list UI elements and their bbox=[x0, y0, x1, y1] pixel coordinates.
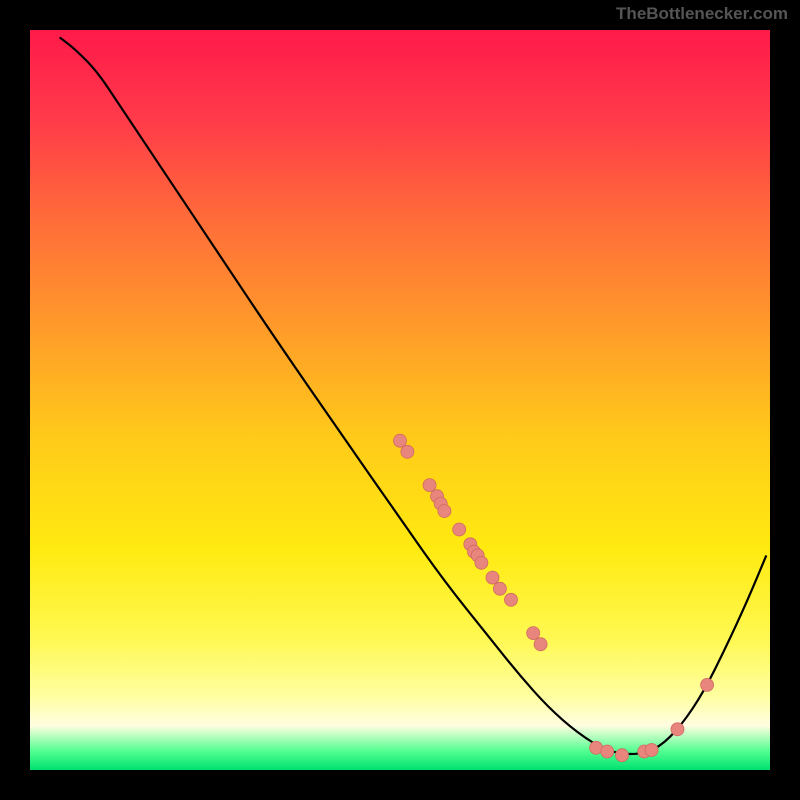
data-marker bbox=[616, 749, 629, 762]
data-marker bbox=[475, 556, 488, 569]
data-marker bbox=[493, 582, 506, 595]
data-marker bbox=[423, 479, 436, 492]
data-marker bbox=[534, 638, 547, 651]
data-marker bbox=[701, 678, 714, 691]
chart-overlay bbox=[30, 30, 770, 770]
data-marker bbox=[401, 445, 414, 458]
data-marker bbox=[505, 593, 518, 606]
data-marker bbox=[601, 745, 614, 758]
data-marker bbox=[453, 523, 466, 536]
data-marker bbox=[438, 505, 451, 518]
curve-line bbox=[60, 37, 767, 754]
chart-container: TheBottlenecker.com bbox=[0, 0, 800, 800]
data-marker bbox=[527, 627, 540, 640]
data-marker bbox=[671, 723, 684, 736]
data-marker bbox=[394, 434, 407, 447]
data-marker bbox=[645, 744, 658, 757]
watermark-text: TheBottlenecker.com bbox=[616, 4, 788, 24]
plot-area bbox=[30, 30, 770, 770]
data-marker bbox=[486, 571, 499, 584]
